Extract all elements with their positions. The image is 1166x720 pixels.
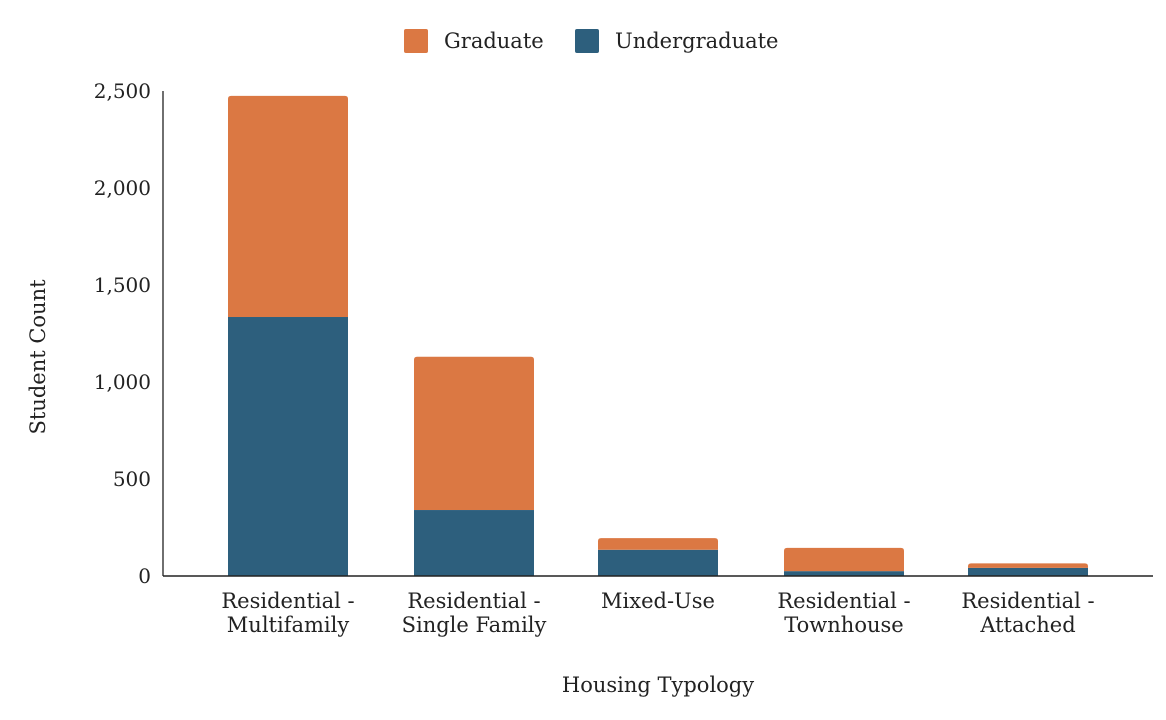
x-tick-label: Residential -Attached [961, 589, 1094, 637]
y-tick-label: 1,500 [94, 273, 151, 297]
bar-stack [414, 356, 534, 576]
x-tick-label: Residential -Multifamily [221, 589, 354, 637]
bar-segment-undergraduate [598, 549, 718, 576]
bar-segment-undergraduate [414, 510, 534, 576]
x-tick-label: Mixed-Use [601, 589, 715, 613]
y-axis-title: Student Count [26, 279, 50, 435]
bar-segment-graduate [968, 563, 1088, 568]
bar-segment-graduate [598, 538, 718, 550]
bars [228, 95, 1088, 576]
y-axis: 0 500 1,000 1,500 2,000 2,500 [94, 79, 164, 588]
y-tick-label: 500 [113, 467, 151, 491]
x-tick-label: Residential -Townhouse [777, 589, 910, 637]
y-tick-label: 2,000 [94, 176, 151, 200]
bar-segment-undergraduate [968, 567, 1088, 576]
bar-segment-graduate [414, 356, 534, 511]
legend-item-graduate: Graduate [404, 29, 544, 53]
legend-swatch [404, 29, 428, 53]
y-tick-label: 0 [138, 564, 151, 588]
legend-item-undergraduate: Undergraduate [575, 29, 779, 53]
x-axis: Residential -Multifamily Residential -Sin… [163, 575, 1153, 637]
legend-swatch [575, 29, 599, 53]
bar-segment-undergraduate [228, 317, 348, 576]
legend-label: Graduate [444, 29, 544, 53]
x-tick-label: Residential -Single Family [402, 589, 547, 637]
y-tick-label: 2,500 [94, 79, 151, 103]
bar-stack [598, 538, 718, 576]
bar-stack [784, 547, 904, 576]
bar-segment-undergraduate [784, 571, 904, 576]
bar-stack [968, 563, 1088, 576]
bar-stack [228, 95, 348, 576]
legend: Graduate Undergraduate [404, 29, 779, 53]
x-axis-title: Housing Typology [562, 673, 754, 697]
bar-segment-graduate [784, 547, 904, 572]
bar-segment-graduate [228, 95, 348, 318]
y-tick-label: 1,000 [94, 370, 151, 394]
legend-label: Undergraduate [615, 29, 779, 53]
